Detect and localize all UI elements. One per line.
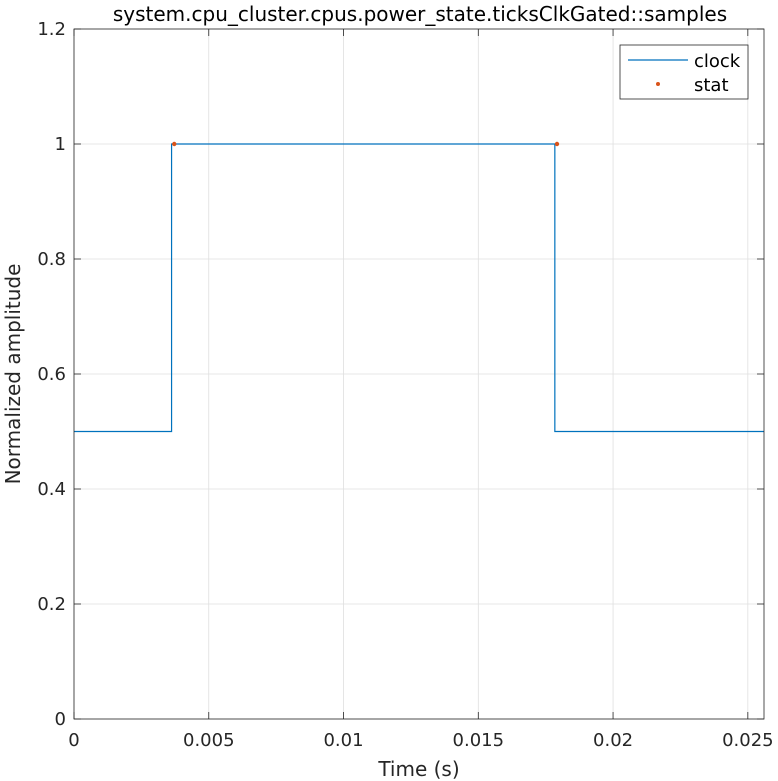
y-tick-label: 0.6 [37,364,66,385]
chart-title: system.cpu_cluster.cpus.power_state.tick… [113,2,727,26]
tick-marks [73,28,764,720]
data-point-stat [172,141,177,147]
y-tick-label: 1 [55,134,66,155]
y-tick-label: 0.2 [37,594,66,615]
y-tick-label: 0.8 [37,249,66,270]
legend-box [619,44,749,100]
x-tick-label: 0.015 [453,730,505,751]
plot-area [73,28,765,720]
legend-label-stat: stat [694,75,729,96]
y-tick-label: 1.2 [37,19,66,40]
x-tick-label: 0 [68,730,79,751]
legend-stat-marker-sample [656,82,660,86]
data-point-stat [554,141,560,147]
x-tick-labels: 0 0.005 0.01 0.015 0.02 0.025 [68,730,773,751]
legend-label-clock: clock [694,51,741,72]
y-tick-label: 0 [55,709,66,730]
y-tick-label: 0.4 [37,479,66,500]
legend: clock stat [619,44,749,100]
x-tick-label: 0.02 [593,730,633,751]
y-tick-labels: 0 0.2 0.4 0.6 0.8 1 1.2 [37,19,66,730]
y-axis-label: Normalized amplitude [1,264,25,485]
series-layer [74,141,764,433]
x-tick-label: 0.01 [323,730,363,751]
x-axis-label: Time (s) [377,757,459,781]
x-tick-label: 0.025 [722,730,774,751]
series-line-clock [74,143,764,433]
x-tick-label: 0.005 [183,730,235,751]
